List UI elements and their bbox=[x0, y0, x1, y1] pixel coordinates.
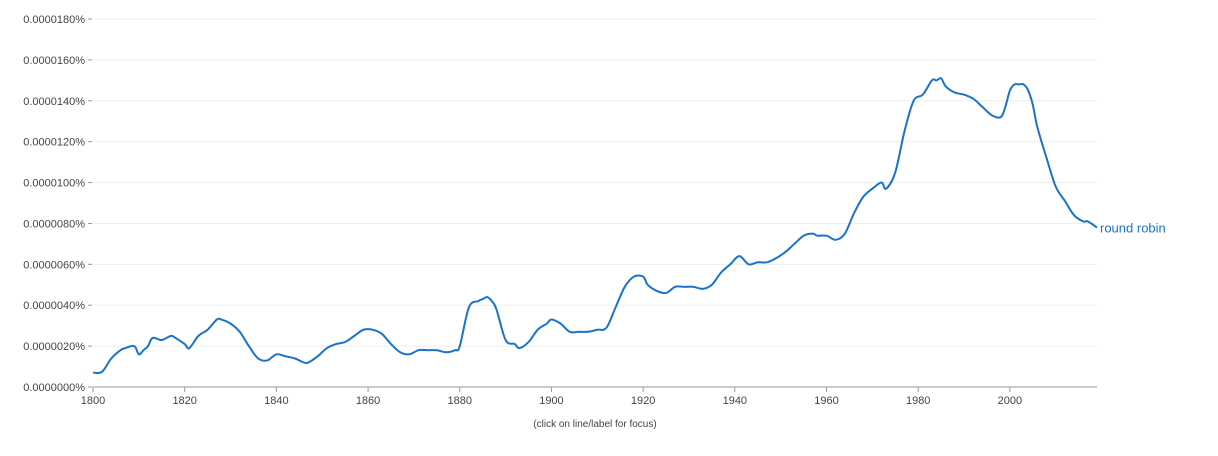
y-tick-label: 0.0000080% bbox=[23, 218, 85, 230]
x-tick-label: 1820 bbox=[172, 395, 196, 407]
x-tick-label: 1840 bbox=[264, 395, 288, 407]
x-tick-label: 1960 bbox=[814, 395, 838, 407]
y-tick-label: 0.0000140% bbox=[23, 96, 85, 108]
series-label-round-robin[interactable]: round robin bbox=[1100, 221, 1166, 236]
y-tick-label: 0.0000160% bbox=[23, 55, 85, 67]
series-line-round-robin[interactable] bbox=[92, 77, 1098, 375]
y-tick-label: 0.0000000% bbox=[23, 382, 85, 394]
y-tick-label: 0.0000060% bbox=[23, 259, 85, 271]
focus-hint-caption: (click on line/label for focus) bbox=[533, 419, 656, 430]
x-tick-label: 1900 bbox=[539, 395, 563, 407]
x-tick-label: 1920 bbox=[631, 395, 655, 407]
x-tick-label: 1940 bbox=[723, 395, 747, 407]
y-tick-label: 0.0000100% bbox=[23, 178, 85, 190]
y-tick-label: 0.0000120% bbox=[23, 137, 85, 149]
y-tick-label: 0.0000040% bbox=[23, 300, 85, 312]
y-tick-label: 0.0000180% bbox=[23, 14, 85, 26]
series-layer[interactable]: round robin bbox=[92, 77, 1166, 375]
x-tick-label: 1800 bbox=[81, 395, 105, 407]
y-tick-label: 0.0000020% bbox=[23, 341, 85, 353]
axis-layer: 0.0000000% 0.0000020% 0.0000040% 0.0000060%… bbox=[23, 14, 1097, 407]
x-tick-label: 1880 bbox=[448, 395, 472, 407]
x-tick-label: 2000 bbox=[998, 395, 1022, 407]
x-tick-label: 1860 bbox=[356, 395, 380, 407]
x-tick-label: 1980 bbox=[906, 395, 930, 407]
grid-layer bbox=[93, 18, 1097, 347]
